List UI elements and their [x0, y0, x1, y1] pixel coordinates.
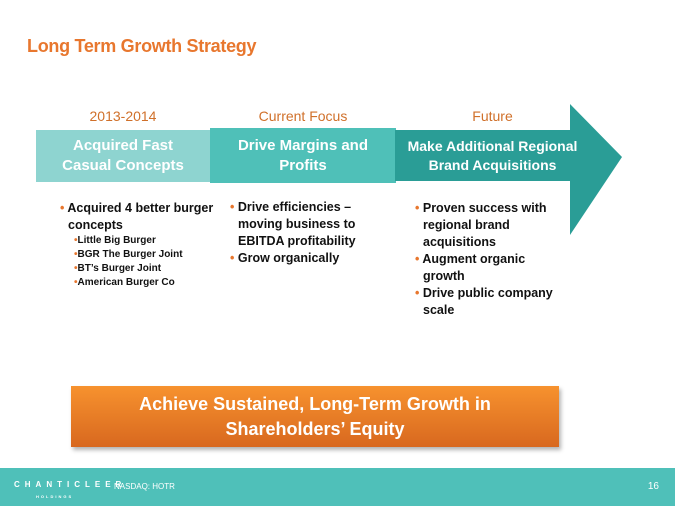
- footer: CHANTICLEER HOLDINGS NASDAQ: HOTR 16: [0, 468, 675, 506]
- phase-box-2: Drive Margins and Profits: [210, 128, 396, 183]
- page-number: 16: [647, 481, 659, 492]
- company-logo-sub: HOLDINGS: [36, 494, 74, 499]
- bullet: Grow organically: [237, 251, 340, 265]
- goal-banner: Achieve Sustained, Long-Term Growth in S…: [71, 386, 559, 447]
- sub-bullet: Little Big Burger: [77, 235, 156, 246]
- phase-period-1: 2013-2014: [89, 108, 157, 124]
- goal-text: Achieve Sustained, Long-Term Growth in S…: [139, 394, 491, 439]
- phase-period-3: Future: [472, 108, 513, 124]
- phase-box-1: Acquired Fast Casual Concepts: [36, 130, 210, 182]
- phase-period-2: Current Focus: [258, 108, 348, 124]
- bullet: Proven success with regional brand acqui…: [422, 201, 547, 249]
- phase-heading: Make Additional Regional Brand Acquisiti…: [407, 137, 578, 173]
- sub-bullet: American Burger Co: [77, 277, 175, 288]
- bullet: Drive efficiencies – moving business to …: [237, 200, 356, 248]
- sub-bullet: BGR The Burger Joint: [77, 249, 183, 260]
- sub-bullet: BT’s Burger Joint: [77, 263, 162, 274]
- phase-3-bullets: • Proven success with regional brand acq…: [415, 201, 553, 317]
- bullet: Drive public company scale: [422, 286, 553, 317]
- page-title: Long Term Growth Strategy: [27, 36, 257, 56]
- bullet: Augment organic growth: [422, 252, 526, 283]
- phase-heading: Drive Margins and Profits: [237, 136, 369, 174]
- phase-2-bullets: • Drive efficiencies – moving business t…: [230, 200, 356, 265]
- phase-box-3: Make Additional Regional Brand Acquisiti…: [395, 130, 590, 181]
- ticker: NASDAQ: HOTR: [114, 482, 175, 491]
- arrow-shape: [395, 104, 622, 235]
- phase-heading: Acquired Fast Casual Concepts: [62, 137, 184, 174]
- company-logo: CHANTICLEER: [14, 480, 127, 489]
- phase-1-bullets: • Acquired 4 better burger concepts •Lit…: [60, 201, 214, 288]
- bullet: Acquired 4 better burger concepts: [67, 201, 214, 232]
